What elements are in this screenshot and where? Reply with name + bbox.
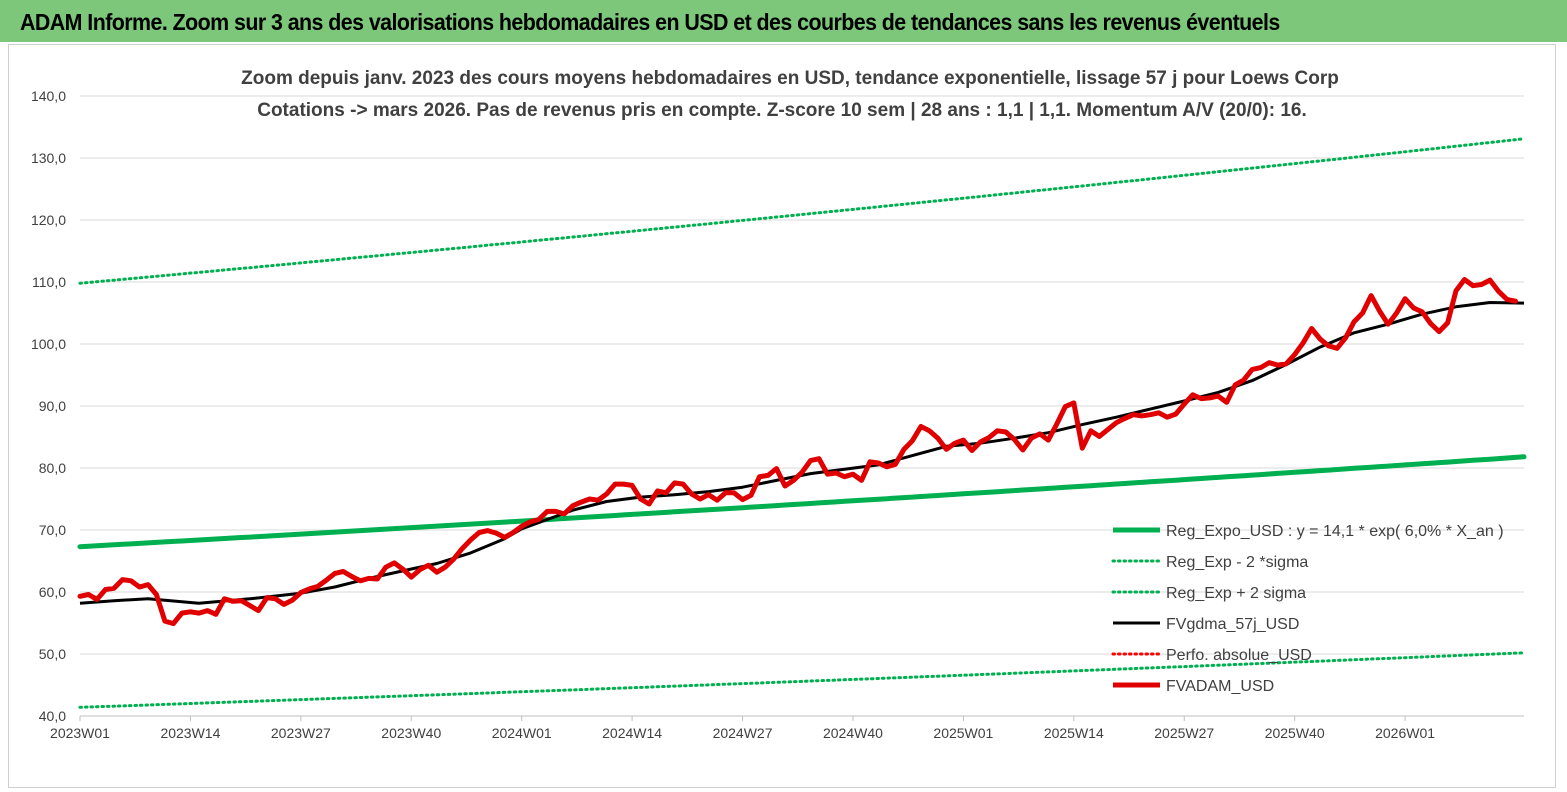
y-tick-label: 100,0 (31, 336, 66, 352)
legend-label: FVADAM_USD (1166, 678, 1274, 695)
x-tick-label: 2024W40 (823, 725, 883, 741)
x-tick-label: 2023W27 (271, 725, 331, 741)
x-tick-label: 2023W14 (160, 725, 220, 741)
upper-band-line (78, 137, 1526, 285)
x-tick-label: 2025W27 (1154, 725, 1214, 741)
legend: Reg_Expo_USD : y = 14,1 * exp( 6,0% * X_… (1111, 523, 1504, 695)
x-tick-label: 2024W01 (492, 725, 552, 741)
series-lines (77, 137, 1527, 709)
chart-title: Zoom depuis janv. 2023 des cours moyens … (241, 68, 1339, 89)
x-tick-label: 2025W40 (1265, 725, 1325, 741)
x-tick-label: 2024W14 (602, 725, 662, 741)
y-tick-label: 70,0 (39, 522, 66, 538)
legend-label: Reg_Expo_USD : y = 14,1 * exp( 6,0% * X_… (1166, 523, 1504, 540)
chart-frame (8, 44, 1556, 788)
gridlines (80, 95, 1524, 717)
x-tick-label: 2023W01 (50, 725, 110, 741)
y-tick-label: 50,0 (39, 646, 66, 662)
y-tick-label: 40,0 (39, 708, 66, 724)
legend-label: FVgdma_57j_USD (1166, 616, 1299, 633)
x-tick-label: 2025W01 (933, 725, 993, 741)
x-axis-ticks: 2023W01 2023W14 2023W27 2023W40 2024W01 2024W… (50, 716, 1435, 741)
x-tick-label: 2024W27 (713, 725, 773, 741)
y-tick-label: 140,0 (31, 88, 66, 104)
legend-label: Reg_Exp - 2 *sigma (1166, 554, 1308, 571)
y-tick-label: 60,0 (39, 584, 66, 600)
y-axis-ticks: 40,0 50,0 60,0 70,0 80,0 90,0 100,0 110,0 120,0 1… (31, 88, 66, 724)
y-tick-label: 80,0 (39, 460, 66, 476)
chart-subtitle: Cotations -> mars 2026. Pas de revenus p… (257, 100, 1307, 121)
report-banner: ADAM Informe. Zoom sur 3 ans des valoris… (0, 0, 1567, 42)
x-tick-label: 2026W01 (1375, 725, 1435, 741)
y-tick-label: 90,0 (39, 398, 66, 414)
report-title: ADAM Informe. Zoom sur 3 ans des valoris… (20, 9, 1280, 35)
lower-band-line (78, 651, 1526, 709)
price-line (77, 277, 1518, 627)
x-tick-label: 2023W40 (381, 725, 441, 741)
y-tick-label: 120,0 (31, 212, 66, 228)
legend-label: Reg_Exp + 2 sigma (1166, 585, 1306, 602)
trend-line (77, 454, 1527, 550)
x-tick-label: 2025W14 (1044, 725, 1104, 741)
y-tick-label: 110,0 (32, 274, 66, 290)
y-tick-label: 130,0 (31, 150, 66, 166)
legend-label: Perfo. absolue_USD (1166, 647, 1312, 664)
